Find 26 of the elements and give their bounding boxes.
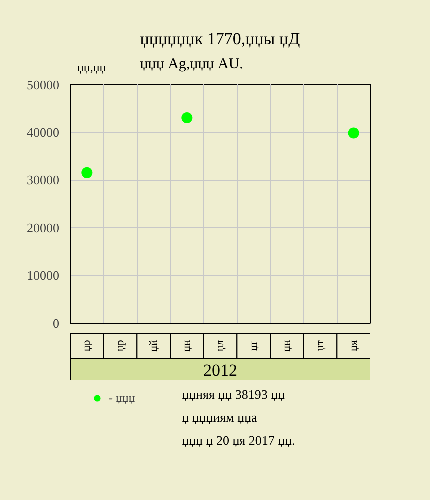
point	[348, 128, 360, 139]
x-tick-label: џр	[114, 340, 126, 352]
point	[182, 112, 193, 124]
y-tick-label: 40000	[27, 124, 60, 140]
text: џџняя џџ 38193 џџ	[182, 387, 286, 402]
y-tick-label: 0	[53, 316, 60, 331]
text: џџџ џ 20 џя 2017 џџ.	[182, 433, 296, 448]
y-axis-title: џџ,џџ	[77, 60, 107, 74]
y-tick-label: 10000	[27, 268, 60, 284]
y-tick-label: 50000	[27, 78, 60, 92]
text: џ џџџиям џџа	[182, 410, 258, 425]
x-tick-label: џн	[181, 340, 194, 352]
y-tick-label: 30000	[27, 172, 60, 188]
x-tick-label: џн	[281, 340, 294, 352]
legend-label: - џџџ	[109, 390, 136, 406]
chart-subtitle: џџџ Ag,џџџ AU.	[140, 56, 244, 72]
x-tick-label: џя	[348, 340, 360, 352]
x-tick-label: џл	[214, 340, 226, 352]
x-tick-label: џй	[148, 340, 160, 352]
x-axis-title: 2012	[204, 360, 238, 380]
chart-title: џџџџџџк 1770,џџы џД	[140, 30, 301, 48]
x-tick-label: џр	[81, 340, 94, 352]
point	[82, 167, 93, 178]
x-tick-label: џг	[248, 340, 260, 352]
y-tick-label: 20000	[27, 220, 60, 236]
x-tick-label: џт	[314, 340, 326, 352]
